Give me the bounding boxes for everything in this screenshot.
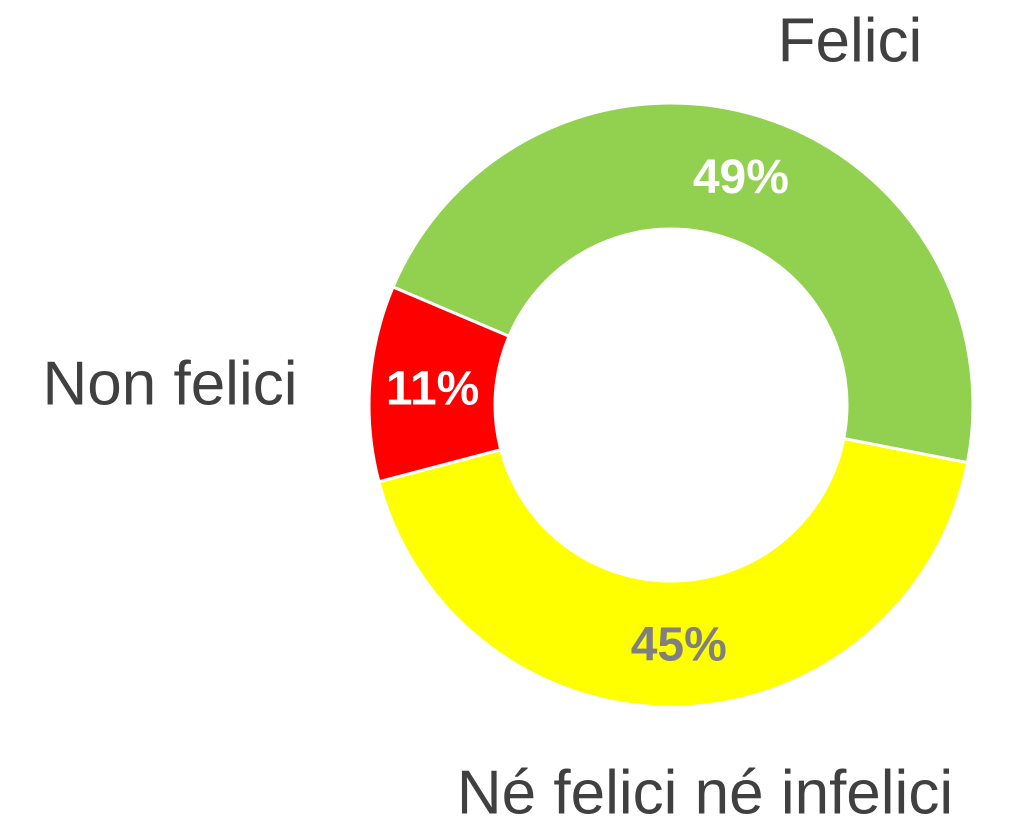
value-label: 11%: [386, 362, 479, 415]
value-label: 49%: [693, 151, 789, 204]
donut-slice: [391, 101, 975, 465]
category-label: Né felici né infelici: [457, 758, 953, 827]
donut-slice: [377, 436, 970, 709]
category-label: Non felici: [43, 349, 298, 418]
category-label: Felici: [778, 6, 923, 75]
donut-slice: [367, 285, 511, 484]
value-label: 45%: [631, 619, 727, 672]
